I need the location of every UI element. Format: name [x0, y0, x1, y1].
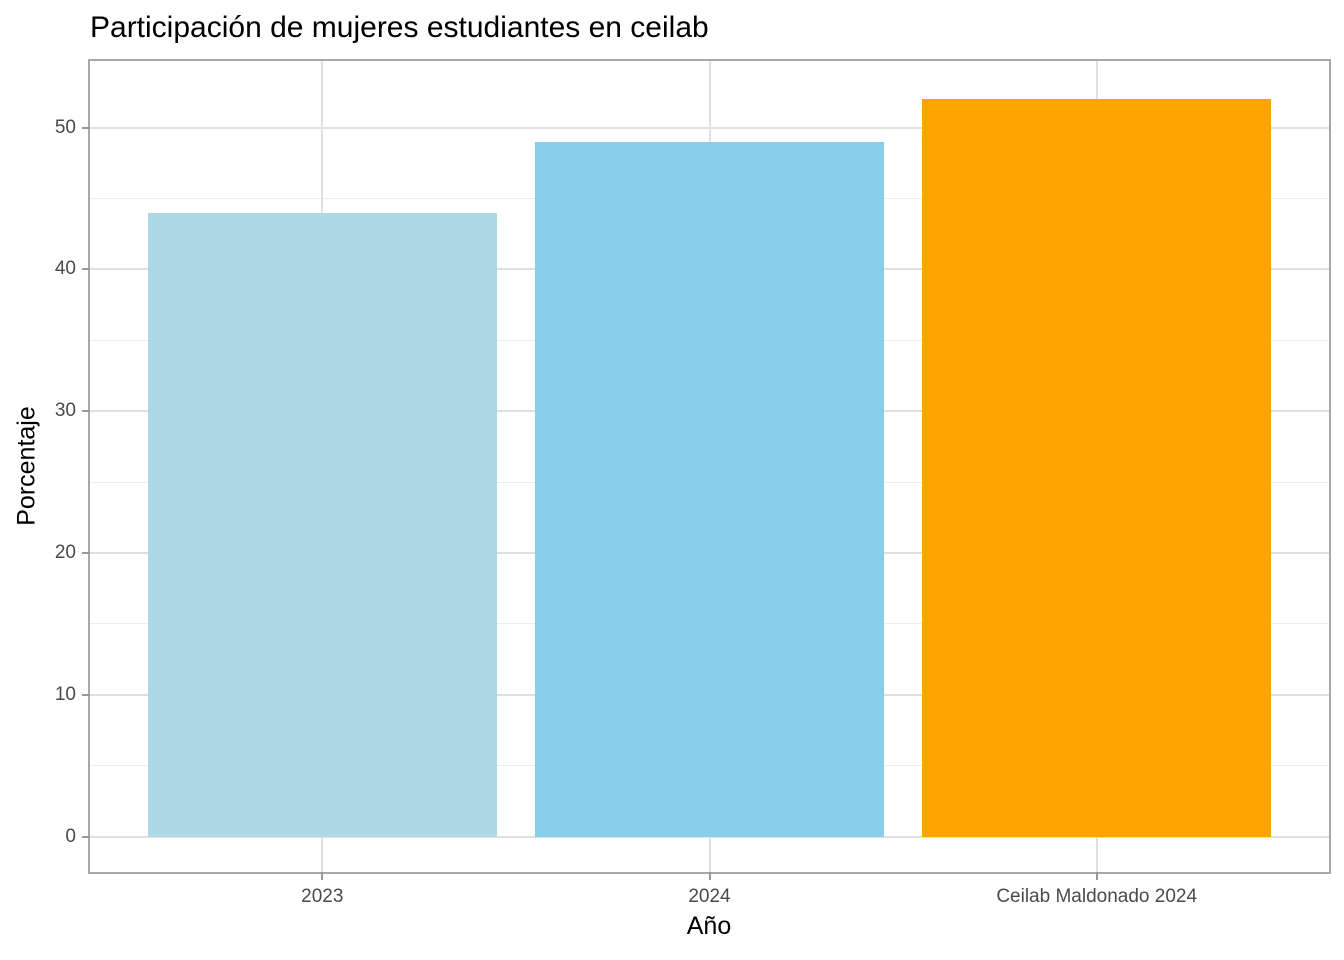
- y-tick-label: 10: [54, 683, 76, 705]
- x-axis-title: Año: [686, 912, 732, 940]
- y-tick-label: 40: [54, 258, 76, 280]
- y-axis-title: Porcentaje: [12, 406, 41, 526]
- y-tick-mark: [82, 126, 90, 129]
- plot-panel: [88, 59, 1331, 874]
- x-tick-mark: [321, 872, 324, 880]
- chart-title: Participación de mujeres estudiantes en …: [90, 11, 709, 44]
- x-tick-mark: [708, 872, 711, 880]
- x-tick-mark: [1095, 872, 1098, 880]
- y-tick-label: 30: [54, 400, 76, 422]
- bar-ceilab-maldonado-2024: [922, 99, 1271, 837]
- y-tick-mark: [82, 693, 90, 696]
- x-tick-label: 2024: [688, 886, 731, 907]
- x-tick-label: Ceilab Maldonado 2024: [996, 886, 1198, 907]
- bar-2023: [148, 212, 497, 837]
- bar-2024: [535, 141, 884, 837]
- x-tick-label: 2023: [301, 886, 344, 907]
- y-tick-mark: [82, 551, 90, 554]
- y-tick-label: 20: [54, 541, 76, 563]
- y-tick-label: 50: [54, 116, 76, 138]
- y-tick-label: 0: [65, 825, 76, 847]
- y-tick-mark: [82, 835, 90, 838]
- y-tick-mark: [82, 268, 90, 271]
- y-tick-mark: [82, 410, 90, 413]
